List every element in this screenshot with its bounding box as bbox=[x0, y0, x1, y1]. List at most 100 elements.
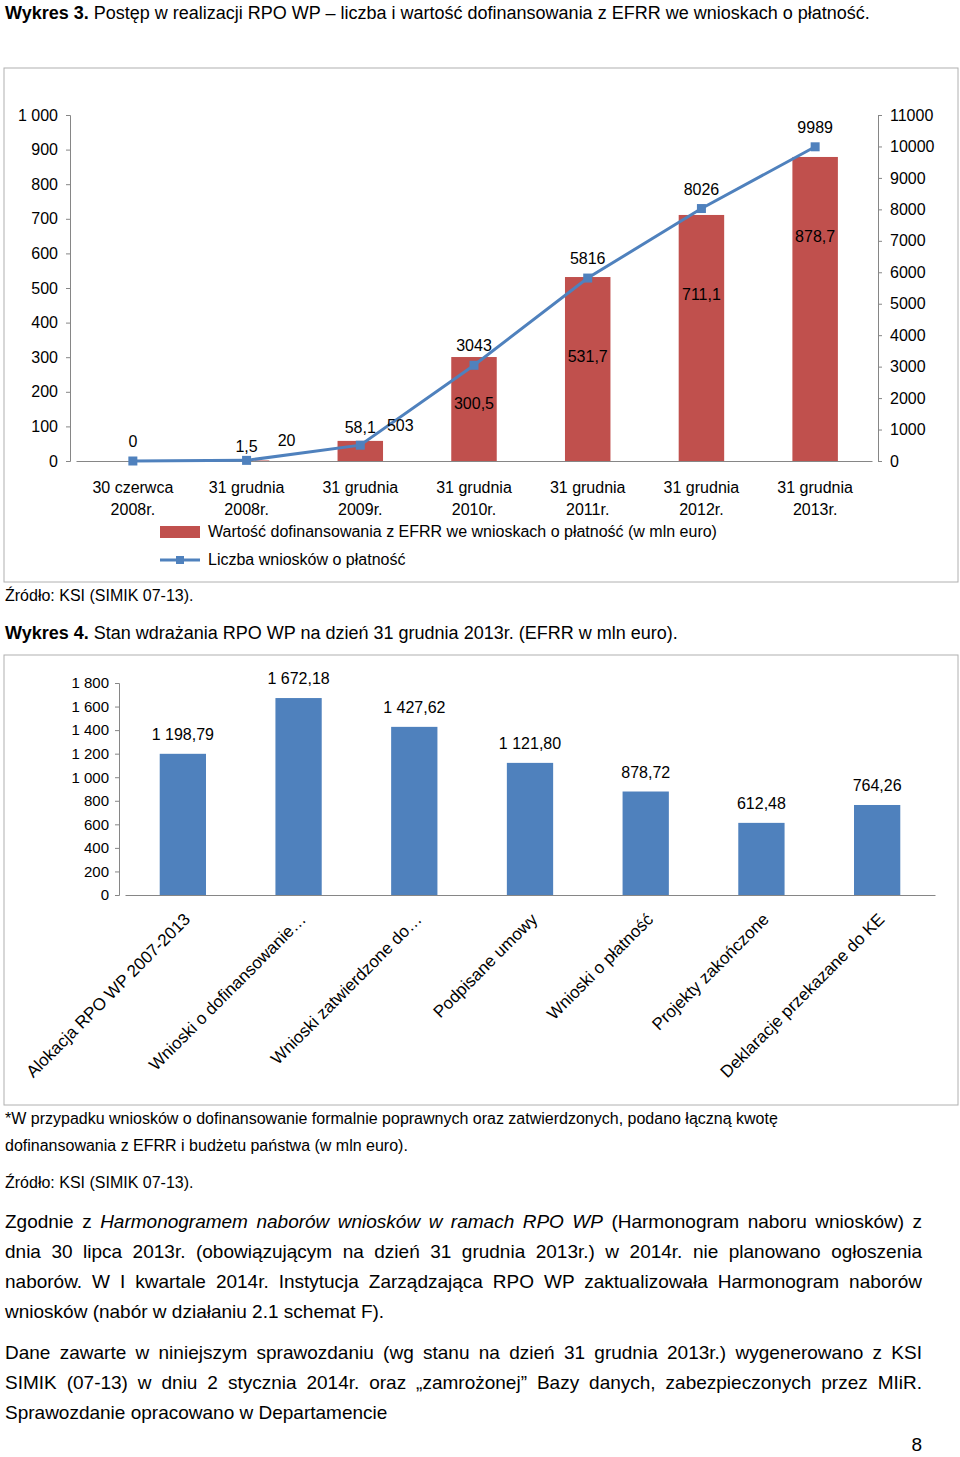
bar bbox=[507, 763, 553, 895]
tick-label: 9000 bbox=[890, 170, 926, 187]
y2-axis: 0100020003000400050006000700080009000100… bbox=[878, 107, 935, 470]
tick: 1 800 bbox=[71, 674, 119, 691]
tick: 31 grudnia2009r. bbox=[322, 461, 398, 518]
data-label: 3043 bbox=[456, 337, 492, 354]
tick: Wnioski o płatność bbox=[543, 895, 657, 1023]
tick-mark bbox=[115, 848, 119, 849]
data-label: 531,7 bbox=[568, 348, 608, 365]
category-label: 31 grudnia2011r. bbox=[550, 479, 626, 518]
bar bbox=[738, 823, 784, 895]
tick-mark bbox=[878, 115, 882, 116]
marker bbox=[242, 456, 251, 465]
tick-mark bbox=[115, 801, 119, 802]
tick: 2000 bbox=[878, 390, 926, 407]
tick: 600 bbox=[84, 816, 119, 833]
line bbox=[133, 147, 815, 461]
tick-mark bbox=[115, 824, 119, 825]
tick: 31 grudnia2011r. bbox=[550, 461, 626, 518]
tick-mark bbox=[878, 241, 882, 242]
tick: 1000 bbox=[878, 421, 926, 438]
marker bbox=[583, 274, 592, 283]
tick: 200 bbox=[31, 383, 70, 400]
tick: 6000 bbox=[878, 264, 926, 281]
category-label: Deklaracje przekazane do KE bbox=[717, 910, 889, 1082]
category-label: Podpisane umowy bbox=[430, 909, 542, 1021]
tick-mark bbox=[66, 392, 70, 393]
tick-label: 600 bbox=[84, 816, 109, 833]
tick: 200 bbox=[84, 863, 119, 880]
category-label: 30 czerwca2008r. bbox=[92, 479, 173, 518]
legend-label: Wartość dofinansowania z EFRR we wnioska… bbox=[208, 523, 717, 540]
x-axis: 30 czerwca2008r.31 grudnia2008r.31 grudn… bbox=[77, 461, 873, 518]
tick-label: 0 bbox=[101, 886, 109, 903]
tick-mark bbox=[115, 871, 119, 872]
tick-label: 500 bbox=[31, 280, 58, 297]
data-label: 711,1 bbox=[682, 286, 721, 303]
marker bbox=[697, 204, 706, 213]
tick: 3000 bbox=[878, 358, 926, 375]
caption-text: Postęp w realizacji RPO WP – liczba i wa… bbox=[94, 3, 870, 23]
data-label: 9989 bbox=[797, 119, 833, 136]
plot-area bbox=[128, 142, 838, 465]
legend-swatch bbox=[160, 526, 200, 538]
data-label: 1,5 bbox=[235, 438, 257, 455]
bar bbox=[792, 157, 837, 461]
legend: Wartość dofinansowania z EFRR we wnioska… bbox=[160, 523, 717, 568]
marker bbox=[470, 361, 479, 370]
tick-label: 1 600 bbox=[71, 698, 109, 715]
tick: 900 bbox=[31, 141, 70, 158]
bar bbox=[679, 215, 724, 461]
tick: 11000 bbox=[878, 107, 933, 124]
axis-line bbox=[66, 116, 71, 462]
caption-label: Wykres 3. bbox=[5, 3, 89, 23]
tick: Deklaracje przekazane do KE bbox=[717, 895, 889, 1082]
category-label: 31 grudnia2009r. bbox=[322, 479, 398, 518]
tick: 9000 bbox=[878, 170, 926, 187]
data-label: 300,5 bbox=[454, 395, 494, 412]
figure-caption: Wykres 4. Stan wdrażania RPO WP na dzień… bbox=[5, 619, 935, 648]
tick-mark bbox=[878, 272, 882, 273]
tick-label: 200 bbox=[84, 863, 109, 880]
tick-label: 800 bbox=[31, 176, 58, 193]
bar bbox=[623, 792, 669, 895]
tick-mark bbox=[115, 895, 119, 896]
data-label: 1 198,79 bbox=[152, 726, 214, 743]
tick: 700 bbox=[31, 210, 70, 227]
data-label: 0 bbox=[128, 433, 137, 450]
tick-mark bbox=[115, 777, 119, 778]
marker bbox=[356, 441, 365, 450]
tick: 4000 bbox=[878, 327, 926, 344]
bar bbox=[391, 727, 437, 895]
data-label: 764,26 bbox=[853, 777, 902, 794]
tick: 10000 bbox=[878, 138, 935, 155]
tick-mark bbox=[66, 184, 70, 185]
category-label: Projekty zakończone bbox=[648, 910, 772, 1034]
marker bbox=[811, 142, 820, 151]
tick-label: 11000 bbox=[890, 107, 933, 124]
tick-mark bbox=[66, 461, 70, 462]
data-label: 5816 bbox=[570, 250, 606, 267]
tick: 1 000 bbox=[18, 107, 70, 124]
tick: 0 bbox=[101, 886, 119, 903]
tick: 31 grudnia2013r. bbox=[777, 461, 853, 518]
tick-mark bbox=[115, 683, 119, 684]
bar bbox=[451, 357, 496, 461]
tick-mark bbox=[66, 323, 70, 324]
paragraph: Dane zawarte w niniejszym sprawozdaniu (… bbox=[5, 1338, 922, 1428]
tick-label: 3000 bbox=[890, 358, 926, 375]
tick-label: 0 bbox=[890, 453, 899, 470]
text-run: Zgodnie z bbox=[5, 1211, 100, 1232]
tick-mark bbox=[878, 335, 882, 336]
tick: 1 600 bbox=[71, 698, 119, 715]
tick: 400 bbox=[84, 839, 119, 856]
footnote: *W przypadku wniosków o dofinansowanie f… bbox=[5, 1105, 880, 1159]
tick-label: 4000 bbox=[890, 327, 926, 344]
tick-label: 6000 bbox=[890, 264, 926, 281]
tick-label: 300 bbox=[31, 349, 58, 366]
tick: 600 bbox=[31, 245, 70, 262]
tick-mark bbox=[878, 398, 882, 399]
data-label: 878,7 bbox=[795, 228, 835, 245]
legend-marker bbox=[176, 556, 184, 564]
tick-label: 0 bbox=[49, 453, 58, 470]
category-label: Wnioski o płatność bbox=[543, 909, 657, 1023]
